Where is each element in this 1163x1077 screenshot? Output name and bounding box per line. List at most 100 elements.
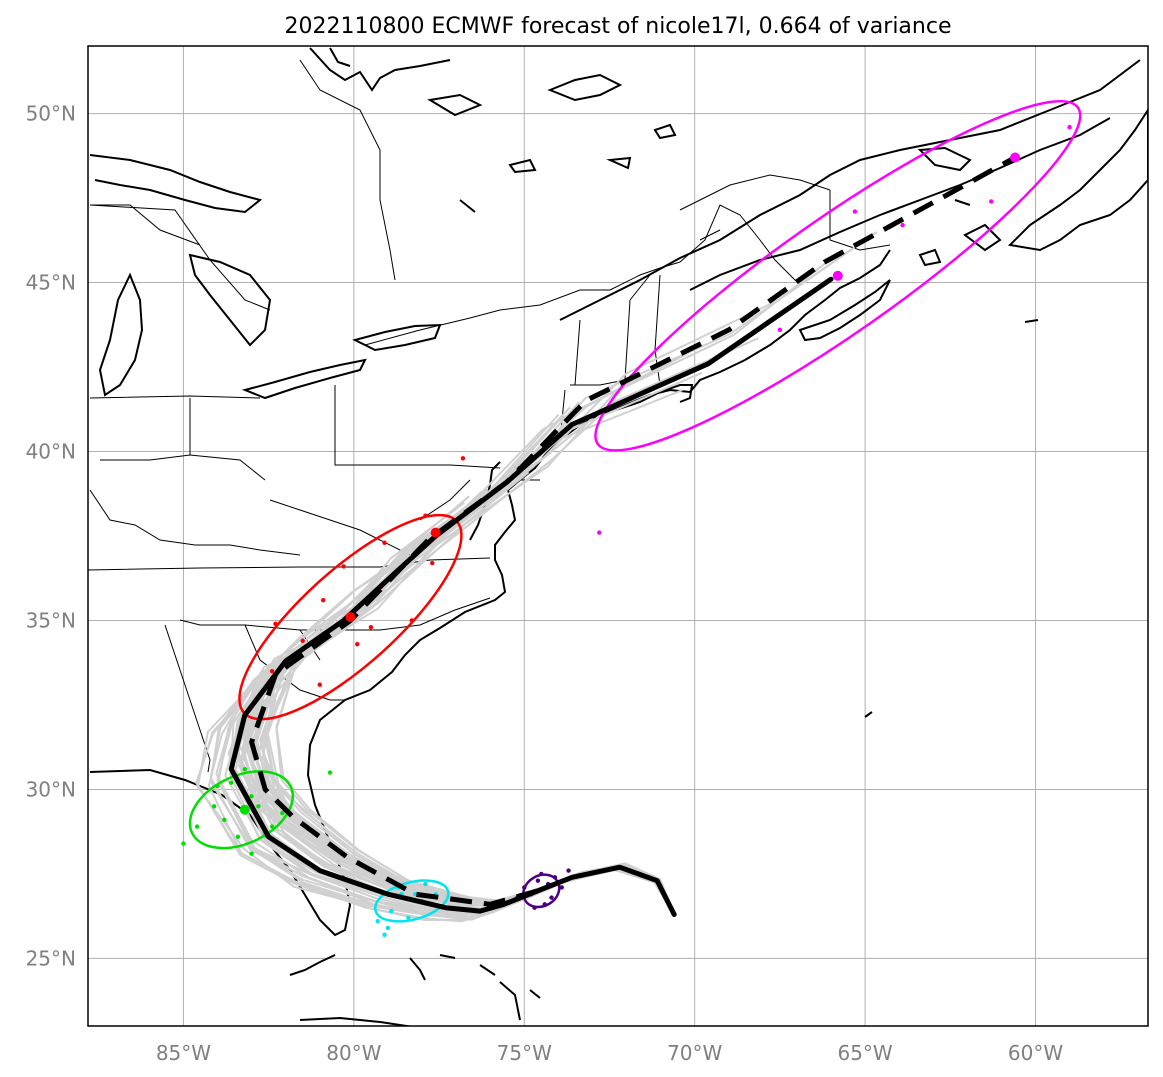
mean-position-marker — [345, 612, 356, 623]
ensemble-position-point — [1067, 124, 1072, 130]
uncertainty-ellipse — [374, 879, 450, 923]
ensemble-position-point — [430, 560, 435, 566]
map-title: 2022110800 ECMWF forecast of nicole17l, … — [284, 14, 951, 39]
lon-tick-label: 80°W — [326, 1041, 381, 1065]
ensemble-position-point — [900, 222, 905, 228]
gridlines — [88, 46, 1148, 1026]
mean-position-marker — [239, 804, 250, 815]
ensemble-position-point — [566, 868, 571, 873]
ensemble-position-point — [532, 905, 537, 910]
ensemble-position-point — [852, 209, 858, 214]
ensemble-position-point — [300, 638, 305, 643]
lat-tick-label: 25°N — [26, 946, 76, 970]
ensemble-position-point — [385, 925, 391, 931]
ensemble-position-point — [317, 682, 322, 687]
mean-track-dashed — [249, 155, 1017, 907]
ensemble-position-point — [211, 804, 217, 809]
uncertainty-ellipses — [188, 99, 1082, 923]
ensemble-position-point — [375, 919, 380, 924]
ensemble-position-point — [215, 783, 220, 789]
lon-tick-label: 75°W — [497, 1041, 552, 1065]
coastline-islands-north — [427, 73, 1039, 718]
mean-position-marker — [1010, 152, 1021, 163]
coastline-cape-cod — [599, 384, 694, 416]
ensemble-position-point — [597, 530, 602, 535]
uncertainty-ellipse — [594, 99, 1082, 452]
ensemble-position-point — [542, 902, 547, 907]
border-canada-provinces — [89, 59, 891, 311]
lake-huron — [188, 253, 272, 347]
ensemble-position-point — [382, 932, 387, 937]
ensemble-position-point — [256, 804, 261, 809]
ensemble-position-point — [460, 456, 466, 461]
lon-tick-label: 85°W — [156, 1041, 211, 1065]
ensemble-position-point — [194, 824, 200, 829]
ensemble-position-point — [559, 885, 564, 890]
border-inner-lines — [89, 398, 471, 556]
ensemble-position-point — [242, 766, 247, 772]
map-plot-area — [88, 46, 1148, 1026]
ensemble-position-point — [552, 875, 558, 880]
ensemble-position-point — [280, 810, 285, 816]
ensemble-position-point — [181, 841, 186, 846]
coastlines — [89, 47, 1148, 1026]
ensemble-position-point — [406, 915, 411, 921]
coastline-florida-keys — [289, 954, 336, 976]
lat-tick-label: 40°N — [26, 440, 76, 464]
coastline-cuba — [299, 1016, 414, 1026]
ensemble-position-point — [273, 621, 278, 627]
ensemble-position-point — [389, 908, 394, 914]
ensemble-position-point — [235, 834, 241, 839]
ensemble-position-point — [269, 668, 275, 674]
coastline-st-lawrence-north — [559, 59, 1141, 321]
coastline-us-east — [89, 249, 891, 937]
mean-tracks — [228, 152, 1021, 917]
border-us-canada — [90, 204, 801, 346]
ensemble-position-point — [777, 327, 783, 333]
lat-tick-label: 30°N — [26, 777, 76, 801]
axis-ticks: 85°W 80°W 75°W 70°W 65°W 60°W 25°N 30°N 35°N 40°N… — [26, 102, 1064, 1065]
ensemble-position-point — [989, 199, 994, 204]
ensemble-position-point — [341, 564, 346, 569]
ensemble-position-point — [249, 794, 254, 799]
ensemble-position-point — [423, 881, 428, 887]
coastline-bahamas — [409, 954, 541, 1021]
lat-tick-label: 45°N — [26, 271, 76, 295]
lake-michigan — [98, 272, 144, 397]
lake-erie — [241, 358, 367, 400]
lat-tick-label: 50°N — [26, 102, 76, 126]
ensemble-position-point — [522, 885, 527, 890]
map-background — [88, 46, 1148, 1026]
ensemble-position-point — [320, 598, 326, 603]
lon-tick-label: 70°W — [667, 1041, 722, 1065]
mean-position-marker — [430, 527, 441, 538]
ensemble-position-point — [222, 817, 227, 823]
coastline-nova-scotia — [798, 279, 891, 342]
ensemble-position-point — [368, 625, 374, 630]
ensemble-position-point — [535, 878, 541, 883]
lake-ontario — [352, 323, 442, 352]
ensemble-position-point — [413, 892, 418, 897]
ensemble-position-point — [539, 871, 544, 877]
mean-track-solid — [228, 276, 834, 917]
ensemble-position-point — [355, 641, 360, 647]
ensemble-position-point — [382, 540, 387, 545]
uncertainty-ellipse — [188, 770, 295, 850]
map-frame — [87, 45, 1149, 1027]
mean-position-marker — [832, 270, 843, 281]
ensemble-position-point — [549, 895, 554, 900]
ensemble-position-point — [409, 618, 414, 623]
lat-tick-label: 35°N — [26, 608, 76, 632]
coastline-james-bay — [329, 47, 351, 67]
coastline-hudson-bay — [309, 47, 451, 92]
ensemble-position-point — [327, 770, 333, 775]
lon-tick-label: 60°W — [1008, 1041, 1063, 1065]
coastline-gulf-st-lawrence — [689, 117, 1111, 291]
ensemble-position-point — [228, 780, 234, 785]
ensemble-position-point — [269, 824, 275, 829]
lon-tick-label: 65°W — [837, 1041, 892, 1065]
ensemble-points — [181, 124, 1072, 937]
coastline-maritime-islands — [917, 146, 1002, 267]
